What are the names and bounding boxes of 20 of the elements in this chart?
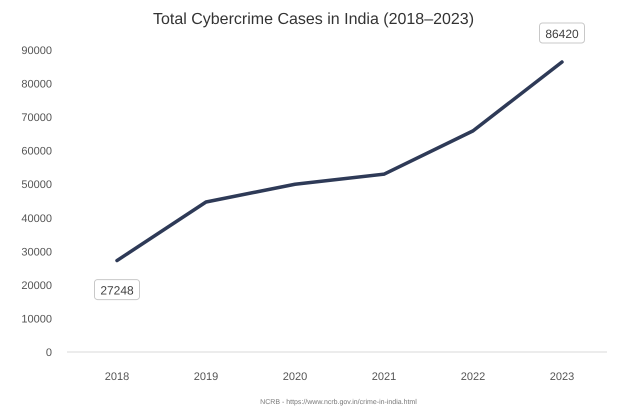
- y-tick-label: 60000: [21, 146, 52, 158]
- y-tick-label: 80000: [21, 78, 52, 91]
- y-tick-label: 50000: [21, 179, 52, 192]
- y-tick-label: 0: [46, 347, 52, 359]
- line-series: [115, 60, 564, 262]
- x-tick-label: 2020: [282, 371, 308, 383]
- y-tick-label: 30000: [21, 246, 52, 258]
- x-tick-label: 2023: [550, 371, 574, 383]
- y-tick-label: 20000: [21, 280, 52, 292]
- data-label: 27248: [100, 284, 134, 298]
- chart-title: Total Cybercrime Cases in India (2018–2023): [152, 11, 474, 28]
- y-tick-label: 40000: [21, 212, 52, 225]
- x-tick-label: 2018: [104, 371, 130, 383]
- y-tick-label: 90000: [21, 45, 52, 57]
- data-label: 86420: [545, 27, 580, 42]
- x-tick-label: 2022: [460, 371, 486, 383]
- x-tick-label: 2021: [372, 371, 396, 383]
- x-tick-label: 2019: [194, 371, 218, 383]
- y-tick-label: 70000: [21, 112, 52, 124]
- y-tick-label: 10000: [21, 313, 52, 326]
